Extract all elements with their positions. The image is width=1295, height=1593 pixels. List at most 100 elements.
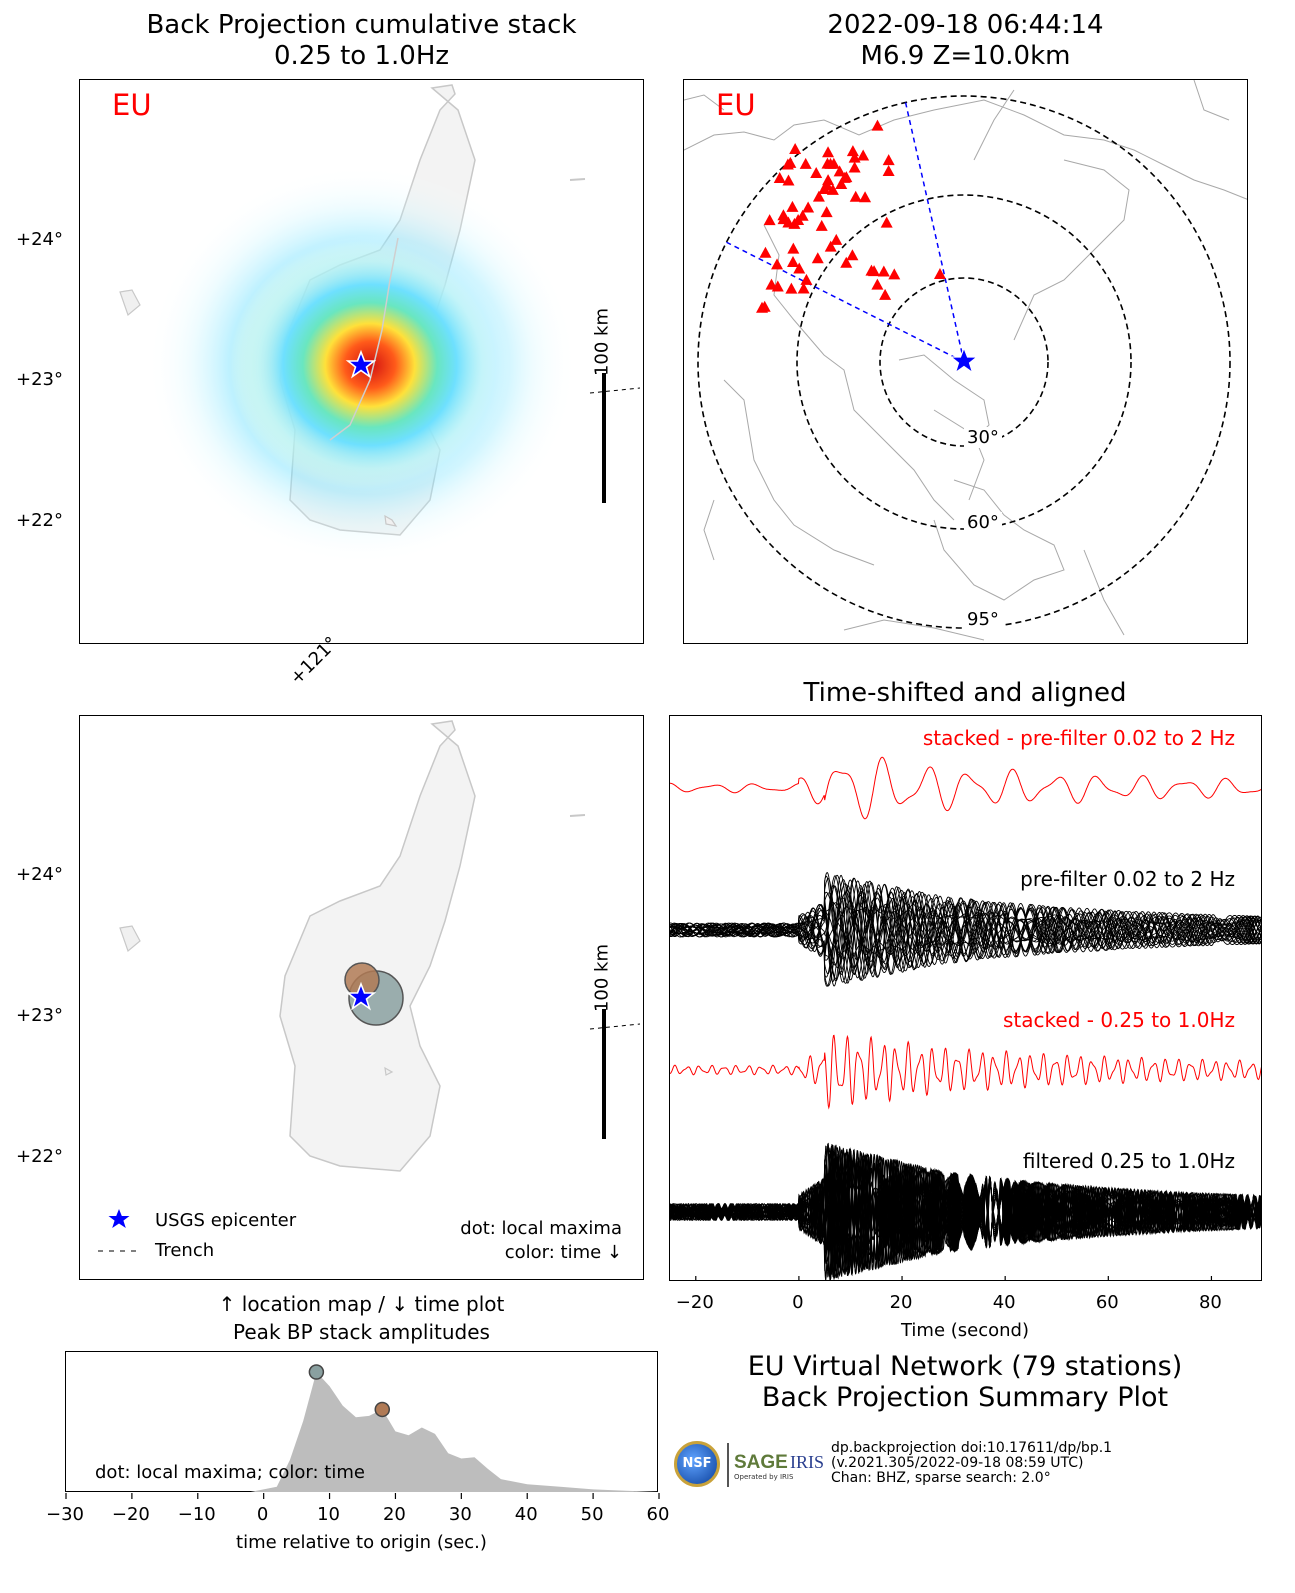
station-triangle-40 — [812, 190, 825, 202]
station-triangle-58 — [879, 288, 892, 300]
peak-location-map: 100 km USGS epicenter Trench dot: local … — [79, 715, 644, 1280]
network-label-right: EU — [716, 88, 756, 122]
stacked-filtered-trace — [670, 1034, 1261, 1110]
station-triangle-33 — [822, 174, 835, 186]
station-triangle-29 — [849, 190, 862, 202]
stacked-prefilter-trace-group — [670, 756, 1261, 820]
lat-tick-22: +22° — [16, 1146, 63, 1167]
network-label: EU — [112, 88, 152, 122]
lat-tick-23: +23° — [16, 369, 63, 390]
event-title: 2022-09-18 06:44:14 M6.9 Z=10.0km — [684, 10, 1247, 72]
station-triangle-52 — [759, 246, 772, 258]
trace-label-stacked-prefilter: stacked - pre-filter 0.02 to 2 Hz — [922, 726, 1235, 750]
lat-tick-23: +23° — [16, 1005, 63, 1026]
summary-title: EU Virtual Network (79 stations) Back Pr… — [670, 1351, 1260, 1413]
lat-tick-24: +24° — [16, 229, 63, 250]
amplitude-note: dot: local maxima; color: time — [95, 1462, 365, 1483]
trace-label-prefilter: pre-filter 0.02 to 2 Hz — [1020, 867, 1235, 891]
amplitude-xtick-3: 0 — [256, 1504, 269, 1525]
amplitude-xtick-2: −10 — [177, 1504, 216, 1525]
station-triangle-65 — [933, 268, 946, 280]
station-triangle-9 — [835, 177, 848, 189]
station-triangle-5 — [802, 201, 815, 213]
filtered-trace-24 — [670, 1145, 1261, 1273]
map-note-maxima: dot: local maxima — [460, 1218, 622, 1239]
stacked-filtered-trace-group — [670, 1034, 1261, 1110]
summary-line1: EU Virtual Network (79 stations) — [747, 1351, 1183, 1382]
station-triangle-37 — [840, 256, 853, 268]
station-triangle-13 — [882, 154, 895, 166]
stacked-prefilter-trace — [670, 756, 1261, 820]
station-triangle-6 — [846, 145, 859, 157]
amplitude-xtick-0: −30 — [46, 1504, 84, 1525]
station-triangle-27 — [822, 146, 835, 158]
waveform-xlabel: Time (second) — [900, 1320, 1029, 1341]
waveform-xtick-2: 20 — [889, 1292, 913, 1313]
nsf-logo-text: NSF — [682, 1456, 712, 1471]
bp-heat-map: EU 100 km — [79, 79, 644, 644]
prefilter-trace-23 — [670, 881, 1261, 975]
station-triangle-51 — [811, 252, 824, 264]
station-triangle-34 — [799, 157, 812, 169]
prefilter-trace-21 — [670, 877, 1261, 975]
scale-label: 100 km — [591, 943, 613, 1013]
station-map: EU 30° 60° 95° — [683, 79, 1248, 644]
prefilter-trace-20 — [670, 885, 1261, 984]
station-triangle-57 — [865, 264, 878, 276]
station-triangle-60 — [877, 265, 890, 277]
amplitude-xtick-7: 40 — [514, 1504, 538, 1525]
waveform-xtick-5: 80 — [1198, 1292, 1222, 1313]
amplitude-area — [66, 1372, 659, 1492]
filtered-trace-25 — [670, 1150, 1261, 1279]
bp-title-line2: 0.25 to 1.0Hz — [273, 41, 450, 71]
prefilter-trace-24 — [670, 875, 1261, 978]
station-triangle-44 — [787, 255, 800, 267]
amplitude-xtick-5: 20 — [382, 1504, 406, 1525]
station-triangle-11 — [880, 216, 893, 228]
map-note-color: color: time ↓ — [504, 1242, 622, 1263]
ring-label-95: 95° — [964, 609, 1002, 630]
station-triangles — [756, 119, 946, 313]
station-triangle-38 — [846, 249, 859, 261]
station-triangle-43 — [824, 240, 837, 252]
waveform-title: Time-shifted and aligned — [803, 678, 1127, 708]
station-triangle-19 — [786, 200, 799, 212]
station-triangle-10 — [789, 143, 802, 155]
lat-tick-24: +24° — [16, 864, 63, 885]
amplitude-xtick-6: 30 — [448, 1504, 472, 1525]
legend-epicenter-label: USGS epicenter — [155, 1210, 297, 1231]
credit-channel: Chan: BHZ, sparse search: 2.0° — [831, 1470, 1051, 1486]
sage-logo: SAGE — [734, 1452, 788, 1473]
station-triangle-55 — [771, 280, 784, 292]
trace-label-stacked-filtered: stacked - 0.25 to 1.0Hz — [1003, 1008, 1235, 1032]
peak-location-map-svg — [98, 720, 641, 1252]
ring-label-30: 30° — [964, 427, 1002, 448]
station-triangle-48 — [785, 282, 798, 294]
station-triangle-28 — [773, 171, 786, 183]
distance-ring-2 — [697, 95, 1231, 629]
waveform-xtick-3: 40 — [992, 1292, 1016, 1313]
amplitude-peak-dot-1 — [374, 1401, 391, 1418]
prefilter-trace-22 — [670, 885, 1261, 981]
epicenter-star-icon — [345, 349, 377, 379]
amplitude-peak-dot-0 — [308, 1364, 325, 1380]
station-triangle-23 — [824, 157, 837, 169]
station-triangle-12 — [782, 174, 795, 186]
station-triangle-25 — [859, 191, 872, 203]
legend-trench-label: Trench — [155, 1240, 215, 1261]
scale-label: 100 km — [591, 307, 613, 377]
waveform-svg — [670, 756, 1261, 1280]
bp-title-line1: Back Projection cumulative stack — [146, 10, 577, 40]
filtered-traces-group — [670, 1142, 1261, 1280]
prefilter-traces-group — [670, 872, 1261, 987]
filtered-trace-23 — [670, 1151, 1261, 1279]
logo-divider — [727, 1443, 729, 1487]
lat-tick-22: +22° — [16, 510, 63, 531]
station-triangle-20 — [810, 167, 823, 179]
waveform-xtick-4: 60 — [1095, 1292, 1119, 1313]
station-triangle-30 — [882, 164, 895, 176]
station-triangle-32 — [820, 206, 833, 218]
station-map-svg — [684, 80, 1247, 641]
credit-version: (v.2021.305/2022-09-18 08:59 UTC) — [831, 1455, 1084, 1471]
station-triangle-18 — [833, 165, 846, 177]
